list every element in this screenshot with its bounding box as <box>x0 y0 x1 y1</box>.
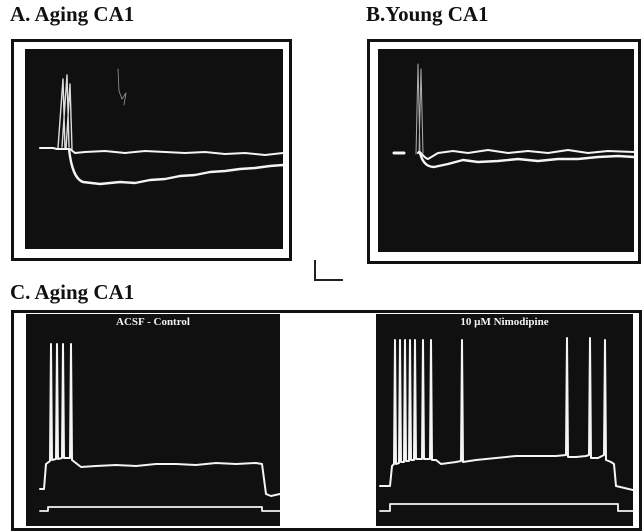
panel-b-stimulus-artifact <box>415 63 424 155</box>
panel-b-label: B.Young CA1 <box>366 2 489 26</box>
panel-c-right-title: 10 µM Nimodipine <box>460 316 549 328</box>
panel-a-traces <box>39 68 283 186</box>
scale-bar <box>314 260 343 281</box>
panel-c-right-scope: 10 µM Nimodipine <box>376 314 633 526</box>
panel-a-lower-trace <box>67 147 283 186</box>
panel-c-right-current-trace <box>379 503 633 512</box>
panel-c-label: C. Aging CA1 <box>10 280 135 304</box>
panel-a-label: A. Aging CA1 <box>10 2 135 26</box>
panel-a-upper-trace <box>39 147 283 156</box>
panel-c-left-traces <box>39 343 280 512</box>
panel-b-scope <box>378 49 634 252</box>
panel-a-stimulus-artifact <box>57 74 73 150</box>
panel-b-traces <box>392 63 634 169</box>
panel-c-right-voltage-trace <box>379 337 633 491</box>
panel-c-left-title: ACSF - Control <box>116 316 190 328</box>
panel-c-right-traces <box>379 337 633 512</box>
panel-b-lower-trace <box>418 151 634 169</box>
panel-c-left-current-trace <box>39 506 280 512</box>
panel-c-left-scope: ACSF - Control <box>26 314 280 526</box>
panel-a-scope <box>25 49 283 249</box>
panel-c-left-voltage-trace <box>39 343 280 497</box>
